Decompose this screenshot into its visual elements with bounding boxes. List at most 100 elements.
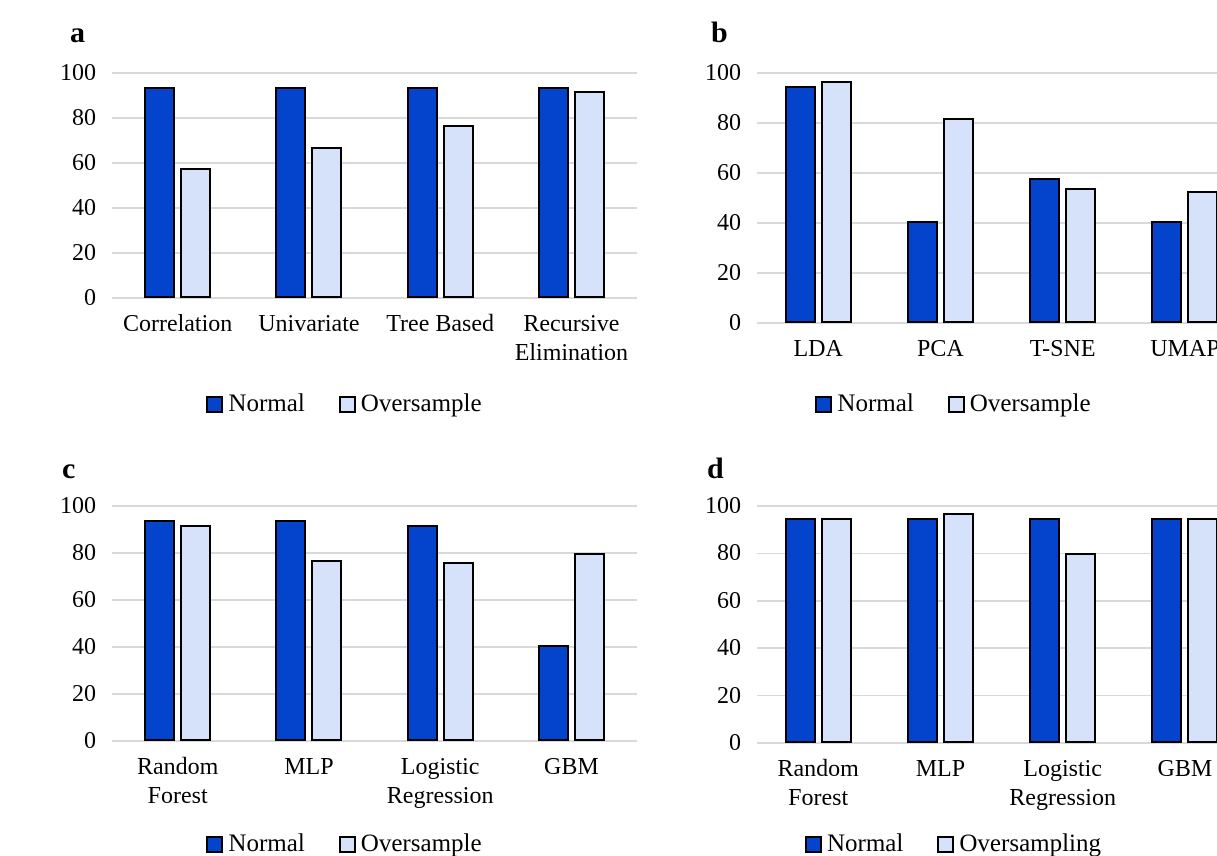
bar-normal-category-2 [1029, 517, 1061, 743]
gridline-y60 [757, 600, 1217, 602]
legend-a: Normal Oversample [40, 390, 648, 418]
legend-swatch-oversampling [937, 835, 955, 853]
legend-label: Oversample [969, 390, 1091, 417]
bar-oversample-category-2 [442, 124, 474, 298]
gridline-y20 [112, 252, 637, 254]
x-axis-category-label: Univariate [258, 311, 360, 337]
chart-panel-c: c Normal Oversample 0 20 40 60 80 100 Random Fo… [40, 444, 648, 856]
legend-item-normal: Normal [804, 830, 904, 856]
bar-normal-category-3 [537, 644, 569, 741]
y-axis-tick-label: 100 [705, 493, 741, 519]
bar-oversample-category-1 [942, 118, 974, 323]
y-axis-tick-label: 20 [72, 240, 96, 266]
legend-item-normal: Normal [206, 830, 305, 856]
y-axis-tick-label: 100 [60, 60, 96, 86]
legend-item-oversample: Oversample [947, 390, 1091, 418]
bar-normal-category-1 [275, 520, 307, 741]
gridline-y60 [757, 172, 1217, 174]
y-axis-tick-label: 0 [84, 285, 96, 311]
y-axis-tick-label: 40 [72, 195, 96, 221]
y-axis-tick-label: 60 [72, 587, 96, 613]
x-axis-category-label: T-SNE [1029, 336, 1096, 362]
gridline-y40 [757, 222, 1217, 224]
bar-oversample-category-0 [180, 167, 212, 298]
panel-letter-d: d [707, 452, 724, 485]
gridline-y20 [757, 272, 1217, 274]
legend-swatch-oversample [338, 835, 356, 853]
y-axis-tick-label: 40 [72, 634, 96, 660]
bar-oversampling-category-2 [1065, 553, 1097, 743]
bar-oversample-category-3 [573, 91, 605, 298]
x-axis-category-label: Logistic Regression [1009, 756, 1116, 812]
legend-item-oversample: Oversample [338, 830, 482, 856]
bar-oversample-category-1 [311, 560, 343, 741]
y-axis-tick-label: 60 [717, 160, 741, 186]
bar-oversample-category-3 [573, 553, 605, 741]
y-axis-tick-label: 80 [72, 540, 96, 566]
gridline-y60 [112, 162, 637, 164]
y-axis-tick-label: 0 [729, 310, 741, 336]
x-axis-category-label: Random Forest [136, 754, 219, 810]
legend-swatch-normal [804, 835, 822, 853]
y-axis-tick-label: 80 [717, 110, 741, 136]
legend-label: Normal [228, 830, 305, 856]
x-axis-category-label: Recursive Elimination [514, 311, 629, 367]
legend-label: Normal [228, 390, 305, 417]
legend-item-normal: Normal [206, 390, 305, 418]
bar-normal-category-0 [784, 517, 816, 743]
y-axis-tick-label: 80 [72, 105, 96, 131]
bar-oversample-category-1 [311, 147, 343, 298]
plot-area-d [757, 505, 1217, 744]
legend-label: Oversampling [959, 830, 1101, 856]
x-axis-category-label: Tree Based [386, 311, 495, 337]
legend-swatch-normal [206, 835, 224, 853]
legend-item-oversample: Oversample [338, 390, 482, 418]
gridline-y100 [757, 505, 1217, 507]
gridline-y40 [757, 647, 1217, 649]
gridline-y80 [757, 122, 1217, 124]
x-axis-category-label: Correlation [122, 311, 233, 337]
legend-swatch-normal [815, 395, 833, 413]
gridline-y0 [112, 740, 637, 742]
x-axis-category-label: MLP [284, 754, 334, 780]
bar-normal-category-3 [537, 86, 569, 298]
legend-item-oversampling: Oversampling [937, 830, 1101, 856]
y-axis-tick-label: 40 [717, 210, 741, 236]
x-axis-category-label: PCA [917, 336, 964, 362]
gridline-y40 [112, 207, 637, 209]
x-axis-category-label: LDA [793, 336, 843, 362]
x-axis-category-label: GBM [1157, 756, 1213, 782]
legend-label: Normal [826, 830, 904, 856]
y-axis-tick-label: 40 [717, 635, 741, 662]
x-axis-category-label: Logistic Regression [386, 754, 494, 810]
x-axis-category-label: GBM [544, 754, 599, 780]
y-axis-tick-label: 0 [729, 730, 741, 756]
gridline-y0 [112, 297, 637, 299]
plot-area-c [112, 505, 637, 742]
gridline-y40 [112, 646, 637, 648]
legend-item-normal: Normal [815, 390, 914, 418]
chart-panel-b: b Normal Oversample 0 20 40 60 80 100 LDA PCA T-S… [649, 16, 1217, 444]
bar-normal-category-1 [906, 517, 938, 743]
chart-panel-a: a Normal Oversample 0 20 40 60 80 100 Correlati… [40, 16, 648, 444]
bar-oversample-category-3 [1187, 190, 1217, 323]
gridline-y80 [112, 552, 637, 554]
legend-label: Normal [837, 390, 914, 417]
bar-oversampling-category-3 [1187, 517, 1217, 743]
legend-c: Normal Oversample [40, 830, 648, 856]
bar-normal-category-0 [784, 85, 816, 323]
gridline-y20 [112, 693, 637, 695]
bar-normal-category-3 [1151, 517, 1183, 743]
legend-d: Normal Oversampling [649, 830, 1217, 856]
panel-letter-a: a [70, 16, 85, 49]
bar-oversample-category-2 [1065, 188, 1097, 323]
legend-swatch-normal [206, 395, 224, 413]
bar-oversample-category-0 [180, 524, 212, 741]
gridline-y80 [112, 117, 637, 119]
bar-normal-category-0 [144, 520, 176, 741]
gridline-y20 [757, 694, 1217, 697]
bar-normal-category-2 [1029, 178, 1061, 323]
bar-oversample-category-2 [442, 562, 474, 741]
gridline-y100 [757, 72, 1217, 74]
